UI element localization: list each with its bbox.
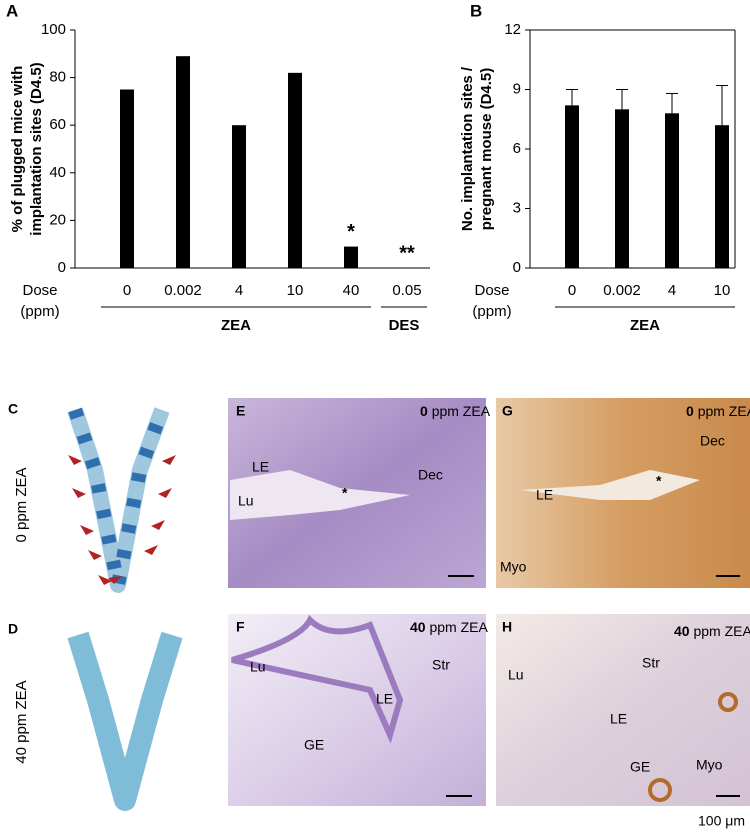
side-label: 0 ppm ZEA — [13, 467, 30, 542]
implantation-sites — [68, 407, 169, 587]
x-tick-label: 40 — [343, 282, 360, 299]
y-tick-label: 80 — [49, 69, 66, 86]
photo — [228, 614, 486, 806]
y-tick-label: 3 — [513, 199, 521, 216]
photo-panels: C 0 ppm ZEA D 40 ppm ZEA E 0 ppm ZEA LE … — [8, 398, 750, 829]
y-axis-label: % of plugged mice with — [9, 66, 26, 233]
panel-letter: C — [8, 401, 18, 417]
dose: 0 — [686, 403, 694, 419]
panel-letter: E — [236, 403, 245, 419]
bar — [344, 246, 358, 268]
caption: 40 ppm ZEA — [410, 619, 488, 635]
label: Dec — [700, 433, 725, 449]
caption-text: ppm ZEA — [693, 623, 750, 639]
y-tick-label: 60 — [49, 116, 66, 133]
y-axis-label: pregnant mouse (D4.5) — [478, 68, 495, 231]
caption: 0 ppm ZEA — [420, 403, 491, 419]
x-axis-label: Dose — [22, 282, 57, 299]
epithelium — [231, 614, 404, 744]
x-tick-label: 4 — [235, 282, 243, 299]
label: Str — [642, 655, 660, 671]
bar — [615, 109, 629, 268]
panel-letter: A — [6, 1, 18, 20]
panel-letter: F — [236, 619, 245, 635]
bar — [120, 89, 134, 268]
y-tick-label: 12 — [504, 21, 521, 38]
label: LE — [376, 691, 393, 707]
label: Myo — [696, 757, 723, 773]
y-axis-label: implantation sites (D4.5) — [28, 62, 45, 235]
label: Lu — [250, 659, 266, 675]
significance-marker: ** — [399, 242, 415, 264]
bar — [176, 56, 190, 269]
x-tick-label: 0.05 — [392, 282, 421, 299]
label: Lu — [238, 493, 254, 509]
photo — [496, 614, 750, 806]
caption-text: ppm ZEA — [429, 619, 488, 635]
uterus-photo — [67, 631, 183, 811]
y-tick-label: 0 — [513, 259, 521, 276]
bar — [288, 72, 302, 268]
lumen — [520, 470, 700, 500]
bar — [715, 125, 729, 268]
y-tick-label: 20 — [49, 211, 66, 228]
dose: 40 — [674, 623, 690, 639]
y-tick-label: 100 — [41, 21, 66, 38]
gland — [718, 692, 738, 712]
x-tick-label: 0 — [568, 282, 576, 299]
label: LE — [536, 487, 553, 503]
label: GE — [304, 737, 324, 753]
group-label: ZEA — [221, 317, 251, 334]
dose: 0 — [420, 403, 428, 419]
bar — [665, 113, 679, 268]
label: Myo — [500, 559, 527, 575]
x-tick-label: 10 — [714, 282, 731, 299]
panel-letter: H — [502, 619, 512, 635]
group-label: DES — [389, 317, 420, 334]
significance-marker: * — [347, 221, 355, 243]
y-tick-label: 9 — [513, 80, 521, 97]
y-tick-label: 40 — [49, 164, 66, 181]
x-axis-label: (ppm) — [20, 303, 59, 320]
bar — [232, 125, 246, 268]
y-tick-label: 6 — [513, 140, 521, 157]
label: LE — [610, 711, 627, 727]
group-label: ZEA — [630, 317, 660, 334]
label: LE — [252, 459, 269, 475]
label: Lu — [508, 667, 524, 683]
dose: 40 — [410, 619, 426, 635]
label: * — [342, 485, 348, 501]
caption: 40 ppm ZEA — [674, 623, 750, 639]
caption-text: ppm ZEA — [698, 403, 750, 419]
x-tick-label: 4 — [668, 282, 676, 299]
lumen — [230, 470, 410, 520]
x-tick-label: 10 — [287, 282, 304, 299]
caption: 0 ppm ZEA — [686, 403, 750, 419]
x-tick-label: 0.002 — [603, 282, 641, 299]
x-axis-label: (ppm) — [472, 303, 511, 320]
x-tick-label: 0.002 — [164, 282, 202, 299]
bar — [565, 105, 579, 268]
label: * — [656, 473, 662, 489]
panel-letter: B — [470, 1, 482, 20]
y-axis-label: No. implantation sites / — [459, 66, 476, 231]
gland — [648, 778, 672, 802]
side-label: 40 ppm ZEA — [13, 680, 30, 763]
y-tick-label: 0 — [58, 259, 66, 276]
label: Str — [432, 657, 450, 673]
x-axis-label: Dose — [474, 282, 509, 299]
label: Dec — [418, 467, 443, 483]
caption-text: ppm ZEA — [432, 403, 491, 419]
scale-label: 100 μm — [698, 813, 745, 829]
panel-letter: D — [8, 621, 18, 637]
panel-letter: G — [502, 403, 513, 419]
arrowheads — [68, 455, 176, 585]
x-tick-label: 0 — [123, 282, 131, 299]
label: GE — [630, 759, 650, 775]
